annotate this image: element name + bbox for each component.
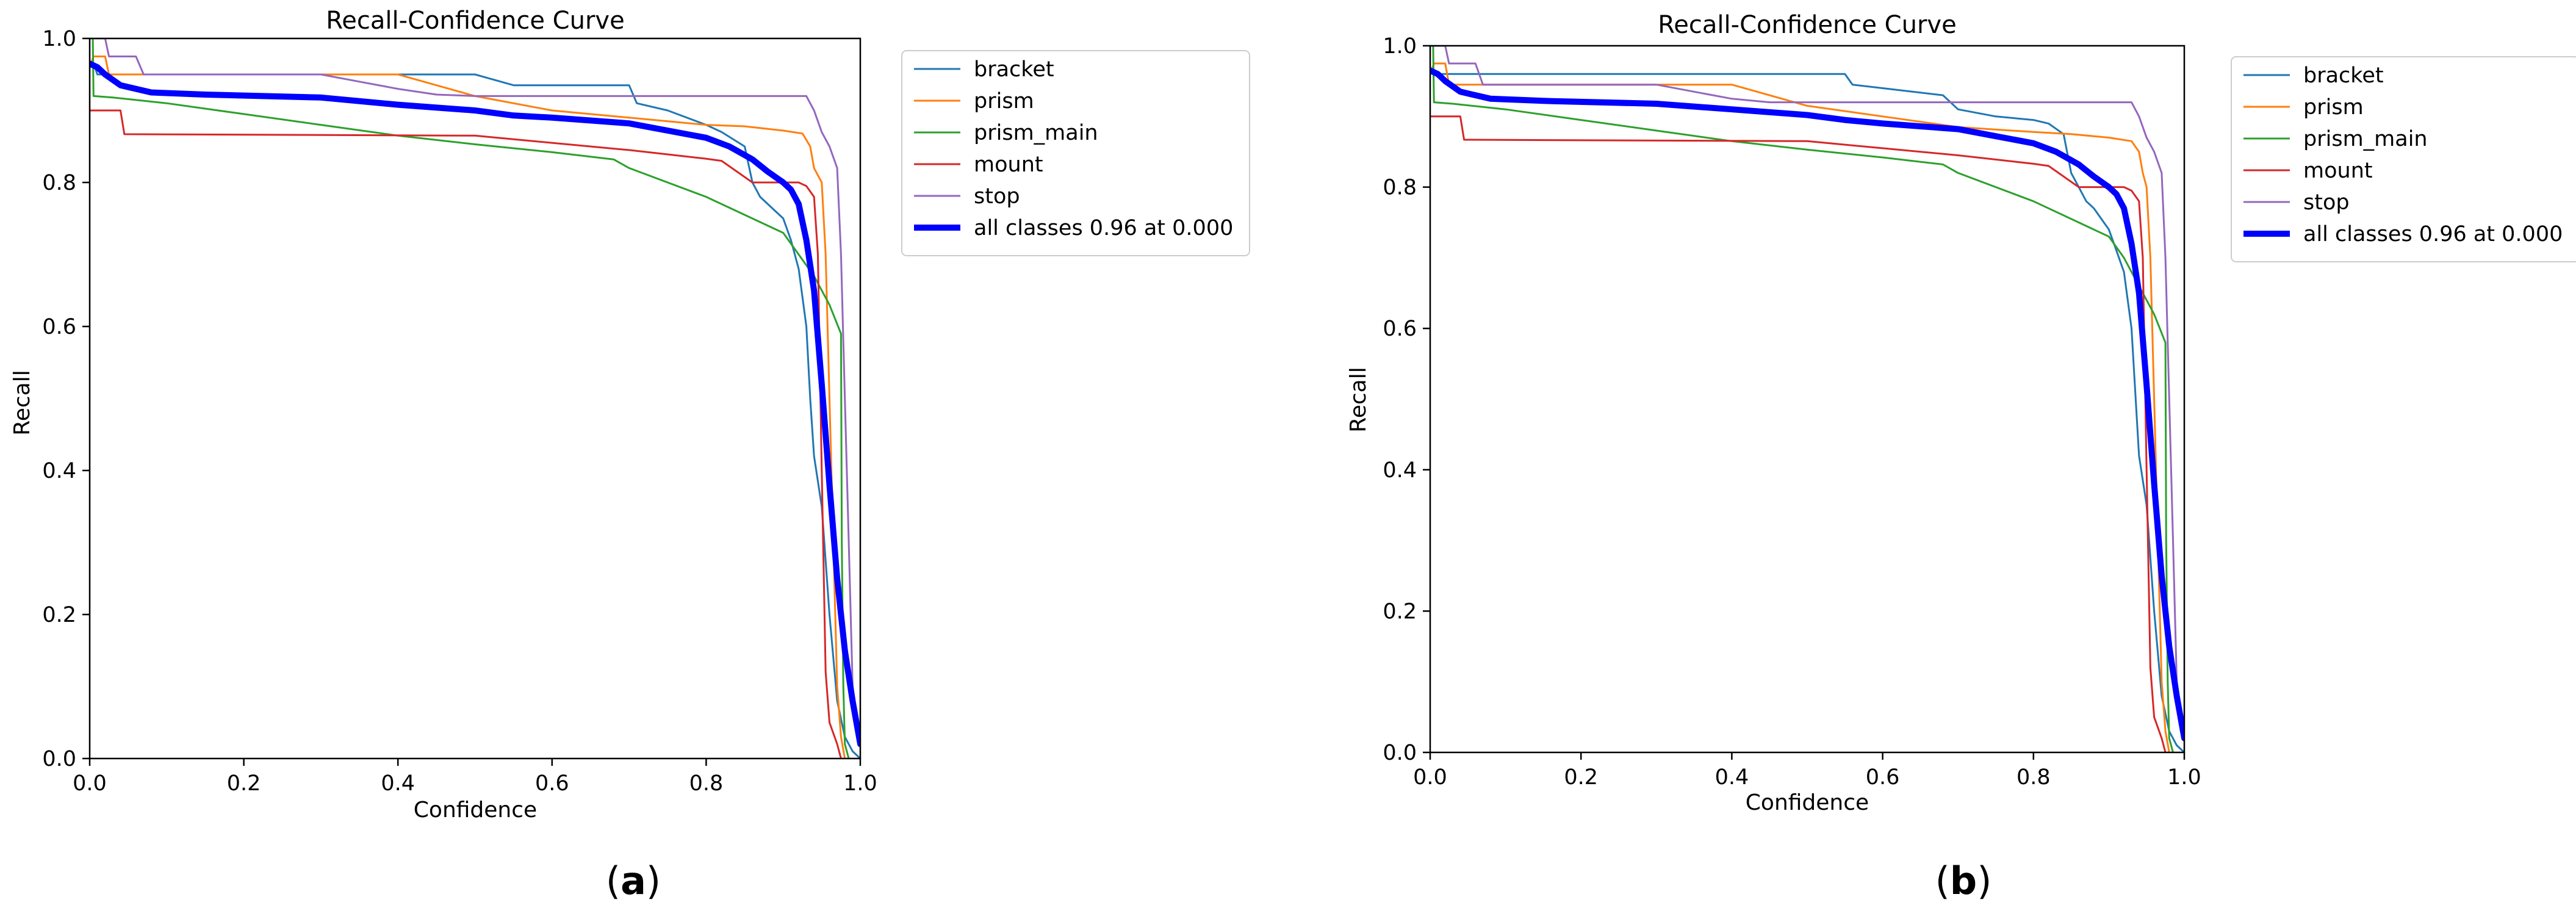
y-tick-label: 0.0 — [42, 747, 76, 771]
series-line-prism-main — [90, 38, 850, 759]
x-tick-label: 0.8 — [689, 771, 724, 796]
chart-panel-a: Recall-Confidence Curve Confidence Recal… — [10, 7, 1250, 823]
y-tick-label: 0.2 — [42, 603, 76, 627]
plot-area: 0.0 0.2 0.4 0.6 0.8 1.0 0.0 0.2 0.4 0.6 0.8 1.0 — [42, 27, 877, 796]
y-tick-label: 0.6 — [1383, 317, 1417, 341]
y-tick-label: 0.8 — [1383, 176, 1417, 200]
series-line-all-classes-0-96-at-0-000 — [1430, 67, 2184, 741]
chart-title: Recall-Confidence Curve — [326, 7, 624, 35]
x-tick-label: 1.0 — [2167, 765, 2201, 790]
x-tick-label: 0.4 — [1715, 765, 1749, 790]
series-line-mount — [1430, 115, 2167, 752]
plot-area: 0.0 0.2 0.4 0.6 0.8 1.0 0.0 0.2 0.4 0.6 0.8 1.0 — [1383, 34, 2201, 790]
caption-b: (b) — [1935, 859, 1992, 903]
plot-frame — [1429, 45, 2186, 754]
legend-label: mount — [974, 153, 1043, 177]
legend-label: prism_main — [974, 121, 1098, 145]
legend-label: prism — [974, 89, 1034, 114]
x-tick-label: 0.2 — [227, 771, 261, 796]
x-axis-label: Confidence — [1746, 790, 1869, 815]
legend-label: stop — [974, 184, 1020, 209]
series-line-stop — [90, 38, 860, 745]
x-tick-label: 0.8 — [2017, 765, 2051, 790]
x-tick-label: 0.2 — [1564, 765, 1598, 790]
x-tick-label: 0.6 — [535, 771, 569, 796]
x-tick-label: 0.0 — [73, 771, 107, 796]
legend-label: stop — [2303, 190, 2350, 215]
x-tick-label: 0.6 — [1866, 765, 1900, 790]
series-line-bracket — [90, 62, 860, 759]
legend-label: mount — [2303, 159, 2373, 183]
series-line-prism-main — [1430, 46, 2174, 752]
x-tick-label: 1.0 — [843, 771, 877, 796]
y-axis-label: Recall — [10, 370, 35, 435]
chart-panel-b: Recall-Confidence Curve Confidence Recal… — [1346, 11, 2576, 815]
y-tick-label: 0.2 — [1383, 599, 1417, 624]
y-tick-label: 0.0 — [1383, 741, 1417, 765]
legend-label: all classes 0.96 at 0.000 — [2303, 222, 2563, 247]
legend-box — [901, 50, 1250, 256]
series-line-stop — [1430, 46, 2184, 740]
x-tick-label: 0.4 — [381, 771, 415, 796]
plot-frame — [88, 37, 862, 760]
legend-label: bracket — [974, 57, 1054, 82]
legend-label: prism_main — [2303, 127, 2428, 151]
series-line-bracket — [1430, 70, 2184, 752]
legend-label: bracket — [2303, 63, 2384, 88]
y-tick-label: 0.8 — [42, 171, 76, 195]
y-tick-label: 1.0 — [42, 27, 76, 51]
caption-a: (a) — [606, 859, 661, 903]
legend-label: all classes 0.96 at 0.000 — [974, 216, 1233, 240]
legend-box — [2231, 56, 2576, 262]
chart-title: Recall-Confidence Curve — [1658, 11, 1956, 39]
y-tick-label: 1.0 — [1383, 34, 1417, 59]
series-line-prism — [1430, 62, 2170, 752]
series-group — [90, 38, 860, 759]
x-tick-label: 0.0 — [1413, 765, 1447, 790]
y-axis-label: Recall — [1346, 367, 1371, 432]
x-axis-label: Confidence — [414, 798, 537, 823]
series-group — [1430, 46, 2184, 752]
y-tick-label: 0.4 — [1383, 458, 1417, 483]
legend-label: prism — [2303, 95, 2364, 120]
y-tick-label: 0.4 — [42, 459, 76, 483]
y-tick-label: 0.6 — [42, 315, 76, 339]
series-line-mount — [90, 109, 842, 759]
series-line-all-classes-0-96-at-0-000 — [90, 60, 860, 748]
series-line-prism — [90, 56, 846, 759]
